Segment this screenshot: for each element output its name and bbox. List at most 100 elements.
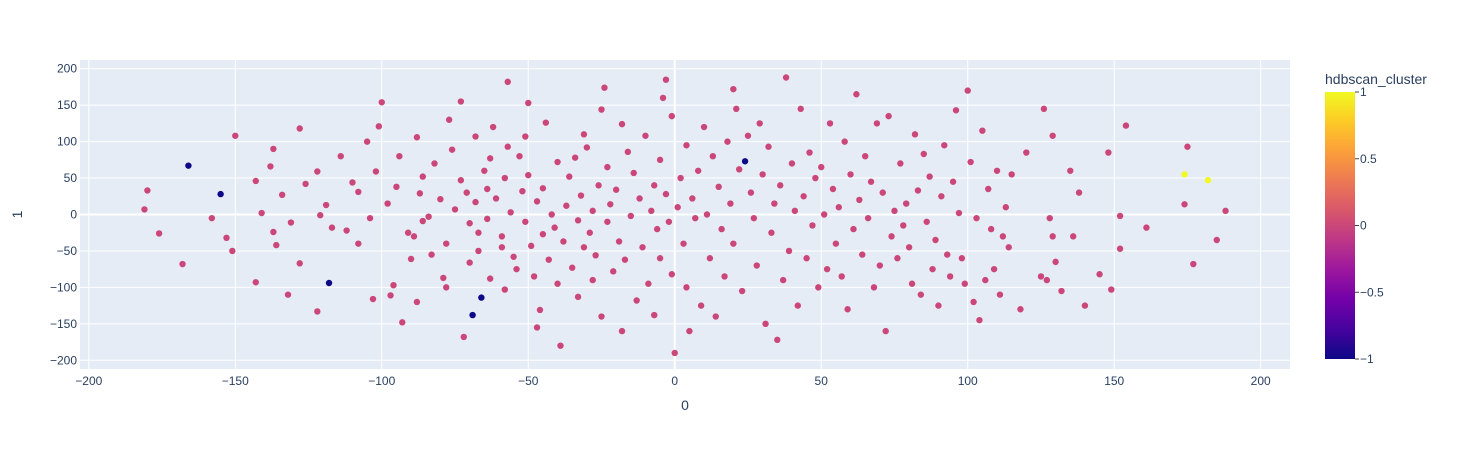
scatter-point: [932, 236, 939, 244]
scatter-point: [677, 174, 684, 182]
scatter-point: [744, 132, 752, 139]
scatter-point: [607, 201, 614, 208]
scatter-point: [533, 324, 541, 331]
scatter-point: [314, 168, 321, 175]
scatter-point: [489, 123, 497, 131]
scatter-point: [463, 189, 470, 196]
scatter-point: [873, 120, 881, 127]
scatter-point: [612, 186, 620, 193]
scatter-point: [979, 127, 986, 134]
scatter-point: [554, 158, 561, 166]
y-tick-label: −100: [50, 280, 77, 294]
scatter-point: [864, 214, 872, 222]
scatter-point: [788, 160, 796, 167]
scatter-point: [484, 215, 491, 223]
scatter-point: [794, 302, 801, 309]
scatter-point: [856, 196, 863, 204]
scatter-point: [302, 180, 309, 188]
scatter-point: [349, 179, 356, 186]
scatter-point: [516, 152, 523, 160]
scatter-point: [589, 276, 596, 284]
scatter-point: [472, 198, 479, 206]
x-axis-title: 0: [681, 397, 689, 413]
y-tick-label: −200: [50, 353, 77, 367]
scatter-point: [384, 200, 391, 207]
scatter-point: [700, 123, 708, 131]
scatter-point: [712, 313, 719, 320]
scatter-point: [985, 185, 992, 193]
colorbar-tick-label: −1: [1360, 352, 1374, 366]
colorbar-ticks: 1 0.5 0 −0.5 −1: [1355, 85, 1384, 366]
scatter-point: [759, 171, 766, 178]
scatter-point: [1204, 177, 1212, 184]
scatter-point: [1040, 105, 1048, 113]
scatter-point: [525, 99, 532, 107]
scatter-point: [419, 173, 426, 180]
scatter-point: [1017, 306, 1024, 313]
scatter-point: [838, 273, 845, 280]
scatter-point: [393, 183, 400, 191]
scatter-point: [715, 183, 722, 191]
scatter-point: [674, 204, 681, 211]
scatter-point: [949, 178, 957, 185]
scatter-point: [498, 244, 506, 251]
scatter-point: [431, 160, 438, 167]
scatter-point: [443, 240, 450, 247]
scatter-point: [252, 177, 259, 185]
scatter-point: [692, 214, 699, 222]
scatter-point: [267, 163, 274, 170]
scatter-point: [990, 265, 998, 273]
scatter-point: [580, 244, 588, 251]
scatter-point: [861, 152, 869, 160]
scatter-point: [445, 116, 453, 123]
scatter-point: [853, 91, 860, 98]
scatter-point: [653, 225, 661, 233]
scatter-point: [141, 206, 148, 213]
scatter-point: [1043, 276, 1051, 284]
x-tick-label: 100: [958, 374, 978, 388]
scatter-point: [829, 185, 837, 193]
scatter-point: [894, 255, 901, 262]
scatter-point: [911, 131, 919, 138]
scatter-point: [651, 311, 658, 319]
scatter-point: [697, 302, 705, 309]
scatter-point: [777, 182, 784, 189]
scatter-point: [797, 105, 804, 113]
scatter-point: [806, 149, 813, 156]
scatter-point: [867, 178, 875, 185]
scatter-point: [800, 193, 807, 200]
scatter-point: [832, 240, 840, 247]
x-tick-label: 0: [671, 374, 678, 388]
scatter-point: [232, 132, 239, 139]
scatter-point: [513, 265, 520, 273]
scatter-point: [659, 94, 667, 102]
scatter-point: [563, 202, 570, 209]
scatter-point: [355, 240, 362, 247]
scatter-point: [970, 298, 977, 306]
x-axis-ticks: −200 −150 −100 −50 0 50 100 150 200: [75, 374, 1271, 388]
scatter-point: [1081, 302, 1089, 309]
scatter-point: [762, 320, 769, 328]
scatter-point: [835, 204, 843, 211]
scatter-point: [366, 214, 374, 222]
scatter-point: [466, 220, 473, 227]
scatter-point: [1222, 207, 1229, 215]
scatter-point: [642, 132, 649, 139]
scatter-point: [1046, 214, 1053, 222]
scatter-point: [484, 185, 491, 193]
colorbar: hdbscan_cluster 1 0.5 0 −0.5 −1: [1325, 71, 1427, 366]
scatter-point: [270, 228, 277, 236]
scatter-point: [993, 167, 1001, 174]
scatter-point: [545, 256, 552, 263]
scatter-point: [703, 211, 711, 218]
colorbar-tick-label: 0: [1360, 219, 1367, 233]
scatter-point: [592, 252, 599, 259]
scatter-point: [662, 190, 670, 198]
scatter-point: [908, 280, 916, 287]
scatter-point: [1069, 233, 1077, 240]
scatter-point: [967, 158, 974, 166]
scatter-point: [1181, 171, 1188, 178]
scatter-point: [1116, 245, 1124, 252]
scatter-point: [399, 319, 406, 326]
scatter-point: [750, 214, 758, 222]
